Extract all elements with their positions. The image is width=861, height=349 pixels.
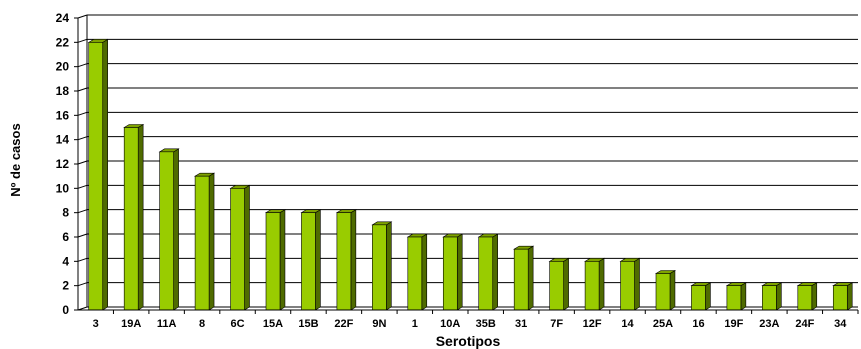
gridline-depth (77, 233, 88, 238)
y-tick-label: 2 (62, 279, 69, 293)
y-tick-label: 16 (56, 108, 70, 122)
bar (832, 282, 854, 311)
x-tick-label: 8 (199, 318, 205, 330)
bar (158, 148, 180, 311)
bar (690, 282, 712, 311)
x-tick-label: 24F (795, 318, 814, 330)
x-tick-label: 15A (263, 318, 283, 330)
x-tick-label: 9N (372, 318, 386, 330)
x-tick-label: 3 (93, 318, 99, 330)
y-tick-label: 20 (56, 60, 70, 74)
x-tick-label: 31 (515, 318, 527, 330)
y-tick-label: 24 (56, 11, 70, 25)
y-tick-label: 22 (56, 35, 70, 49)
bar (87, 38, 109, 311)
bar (442, 233, 464, 311)
bar (654, 269, 677, 311)
bar (548, 257, 570, 311)
x-tick-label: 19A (121, 318, 141, 330)
bar (725, 282, 747, 311)
x-tick-label: 22F (334, 318, 353, 330)
gridline-depth (77, 160, 88, 165)
gridline-depth (77, 14, 88, 19)
gridline-depth (77, 209, 88, 214)
gridline-depth (77, 184, 88, 189)
x-tick-label: 16 (692, 318, 704, 330)
gridline-depth (77, 257, 88, 262)
bar (761, 282, 783, 311)
x-tick-label: 19F (724, 318, 743, 330)
gridline-depth (77, 38, 88, 43)
x-tick-label: 15B (298, 318, 318, 330)
bar (406, 233, 428, 311)
y-tick-label: 18 (56, 84, 70, 98)
bar (123, 123, 145, 311)
y-tick-label: 0 (62, 303, 69, 317)
bar (584, 257, 606, 311)
bar (513, 245, 535, 311)
x-tick-label: 23A (759, 318, 779, 330)
bar (796, 282, 818, 311)
y-tick-label: 6 (62, 230, 69, 244)
y-tick-label: 12 (56, 157, 70, 171)
y-tick-label: 14 (56, 133, 70, 147)
gridline-depth (77, 111, 88, 116)
x-tick-label: 14 (621, 318, 634, 330)
bar (335, 209, 357, 311)
bar (194, 172, 216, 311)
x-tick-label: 12F (583, 318, 602, 330)
x-tick-label: 35B (476, 318, 496, 330)
x-tick-labels: 3 19A 11A 8 6C 15A 15B 22F 9N 1 10A 35B 31 7F 12F 14 25A… (93, 318, 848, 330)
x-tick-label: 34 (834, 318, 847, 330)
gridline-depth (77, 136, 88, 141)
x-tick-label: 1 (412, 318, 418, 330)
x-tick-label: 10A (440, 318, 460, 330)
x-tick-label: 25A (653, 318, 673, 330)
bar (371, 221, 393, 311)
bars-group (87, 38, 854, 311)
bar (264, 209, 287, 311)
y-tick-label: 10 (56, 181, 70, 195)
gridline-depth (77, 63, 88, 68)
bar (619, 257, 641, 311)
x-axis-label: Serotipos (436, 333, 501, 349)
x-tick-label: 7F (550, 318, 563, 330)
bar (477, 233, 499, 311)
gridlines (77, 14, 858, 311)
bar (229, 184, 251, 311)
gridline-depth (77, 87, 88, 92)
x-tick-label: 11A (157, 318, 177, 330)
axes (74, 15, 859, 314)
y-axis-label: Nº de casos (8, 123, 23, 196)
x-tick-label: 6C (231, 318, 245, 330)
bar (300, 209, 322, 311)
gridline-depth (77, 282, 88, 287)
y-tick-label: 8 (62, 206, 69, 220)
y-tick-label: 4 (62, 254, 69, 268)
